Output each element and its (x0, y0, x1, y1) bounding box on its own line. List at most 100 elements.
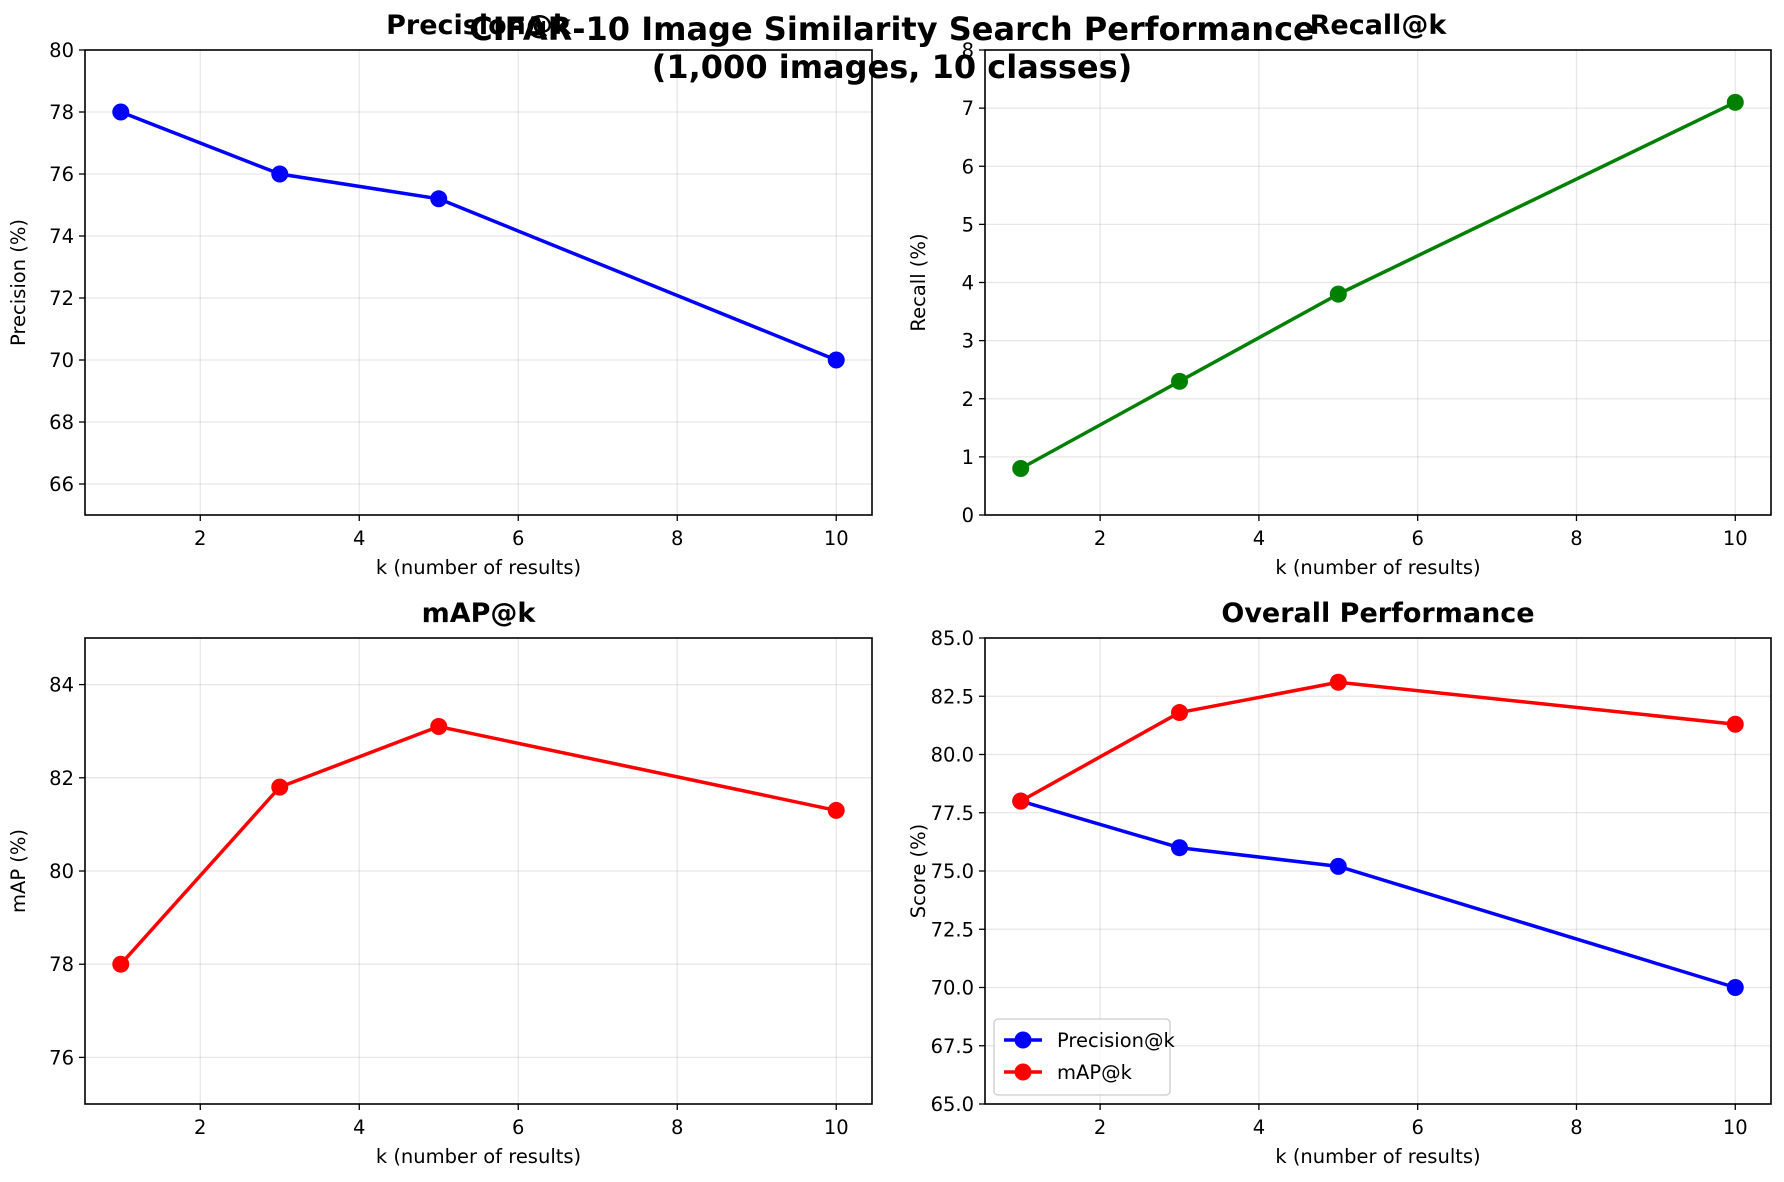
y-tick-label: 82 (49, 767, 74, 790)
x-tick-label: 2 (194, 527, 206, 550)
y-tick-label: 74 (49, 225, 74, 248)
y-tick-label: 66 (49, 473, 74, 496)
x-tick-label: 6 (512, 1116, 524, 1139)
data-point (827, 351, 845, 369)
y-axis-label: Precision (%) (7, 219, 30, 346)
x-tick-label: 4 (353, 1116, 365, 1139)
axes-frame (84, 49, 873, 516)
x-axis-label: k (number of results) (376, 1145, 581, 1168)
y-tick-label: 7 (962, 97, 974, 120)
data-point (1329, 673, 1347, 691)
y-tick-label: 3 (962, 330, 974, 353)
y-tick-label: 70.0 (931, 977, 974, 1000)
y-tick-label: 78 (49, 101, 74, 124)
y-tick-label: 80.0 (931, 744, 974, 767)
axes-title: Recall@k (1310, 10, 1448, 41)
y-tick-label: 78 (49, 953, 74, 976)
data-point (1726, 979, 1744, 996)
axes-title: mAP@k (422, 598, 537, 629)
series-line (112, 718, 845, 973)
y-tick-label: 72 (49, 287, 74, 310)
x-tick-label: 8 (1570, 527, 1582, 550)
data-point (271, 165, 289, 183)
legend-label: Precision@k (1057, 1029, 1176, 1052)
x-tick-label: 8 (1570, 1116, 1582, 1139)
data-point (827, 801, 845, 819)
y-tick-label: 1 (962, 446, 974, 469)
y-tick-label: 72.5 (931, 918, 974, 941)
data-point (112, 955, 130, 973)
y-tick-label: 80 (49, 39, 74, 62)
x-tick-label: 10 (1723, 527, 1748, 550)
y-tick-label: 70 (49, 349, 74, 372)
y-tick-label: 82.5 (931, 685, 974, 708)
x-axis-label: k (number of results) (376, 556, 581, 579)
y-tick-label: 0 (962, 504, 974, 527)
series-line (1019, 100, 1737, 471)
subplot-map: 2 4 6 8 10 76 78 80 82 84 mAP@k k (number of res… (7, 598, 873, 1168)
y-tick-label: 2 (962, 388, 974, 411)
x-tick-label: 2 (194, 1116, 206, 1139)
y-tick-label: 85.0 (931, 627, 974, 650)
x-tick-label: 6 (512, 527, 524, 550)
figure-title-line-2: (1,000 images, 10 classes) (652, 48, 1133, 86)
data-point (271, 778, 289, 796)
legend-marker (1014, 1031, 1032, 1049)
y-axis-label: mAP (%) (7, 829, 30, 913)
x-tick-label: 10 (1723, 1116, 1748, 1139)
y-tick-label: 68 (49, 411, 74, 434)
y-tick-label: 80 (49, 860, 74, 883)
y-tick-label: 76 (49, 1046, 74, 1069)
legend-frame (993, 1018, 1171, 1096)
legend: Precision@k mAP@k (993, 1018, 1176, 1096)
axes-title: Precision@k (386, 10, 572, 41)
y-tick-label: 8 (962, 39, 974, 62)
data-point (1012, 460, 1030, 477)
x-tick-label: 4 (1253, 1116, 1265, 1139)
x-tick-label: 8 (671, 1116, 683, 1139)
data-point (1171, 839, 1189, 857)
y-tick-label: 76 (49, 163, 74, 186)
legend-entry: Precision@k (1004, 1029, 1176, 1052)
x-tick-label: 4 (353, 527, 365, 550)
x-axis-label: k (number of results) (1275, 1145, 1480, 1168)
data-point (1329, 857, 1347, 875)
x-axis-label: k (number of results) (1275, 556, 1480, 579)
data-point (1329, 285, 1347, 303)
legend-label: mAP@k (1057, 1061, 1133, 1084)
series-line (112, 103, 845, 369)
data-point (112, 103, 130, 121)
data-point (1012, 792, 1030, 810)
data-point (430, 718, 448, 736)
data-point (430, 190, 448, 208)
x-tick-label: 2 (1094, 1116, 1106, 1139)
series-line (1019, 680, 1736, 803)
legend-marker (1014, 1063, 1032, 1081)
y-axis-label: Recall (%) (907, 233, 930, 331)
data-point (1171, 372, 1189, 390)
y-tick-label: 84 (49, 674, 74, 697)
x-tick-label: 6 (1411, 527, 1423, 550)
figure-title-line-1: CIFAR-10 Image Similarity Search Perform… (469, 10, 1315, 48)
series-line (119, 724, 837, 966)
x-tick-label: 8 (671, 527, 683, 550)
y-tick-label: 6 (962, 155, 974, 178)
y-tick-label: 67.5 (931, 1035, 974, 1058)
series-line (1020, 799, 1736, 990)
x-tick-label: 10 (824, 1116, 849, 1139)
y-tick-label: 4 (962, 272, 974, 295)
x-tick-label: 4 (1253, 527, 1265, 550)
x-tick-label: 6 (1411, 1116, 1423, 1139)
x-tick-label: 2 (1094, 527, 1106, 550)
data-point (1171, 704, 1189, 722)
y-tick-label: 5 (962, 213, 974, 236)
subplot-recall: 2 4 6 8 10 0 1 2 3 4 5 6 7 8 Recall@k k (number of r… (907, 10, 1772, 579)
series-map-k (1012, 673, 1744, 810)
y-tick-label: 75.0 (931, 860, 974, 883)
legend-entry: mAP@k (1004, 1061, 1133, 1084)
series-line (120, 110, 837, 362)
data-point (1726, 715, 1744, 733)
